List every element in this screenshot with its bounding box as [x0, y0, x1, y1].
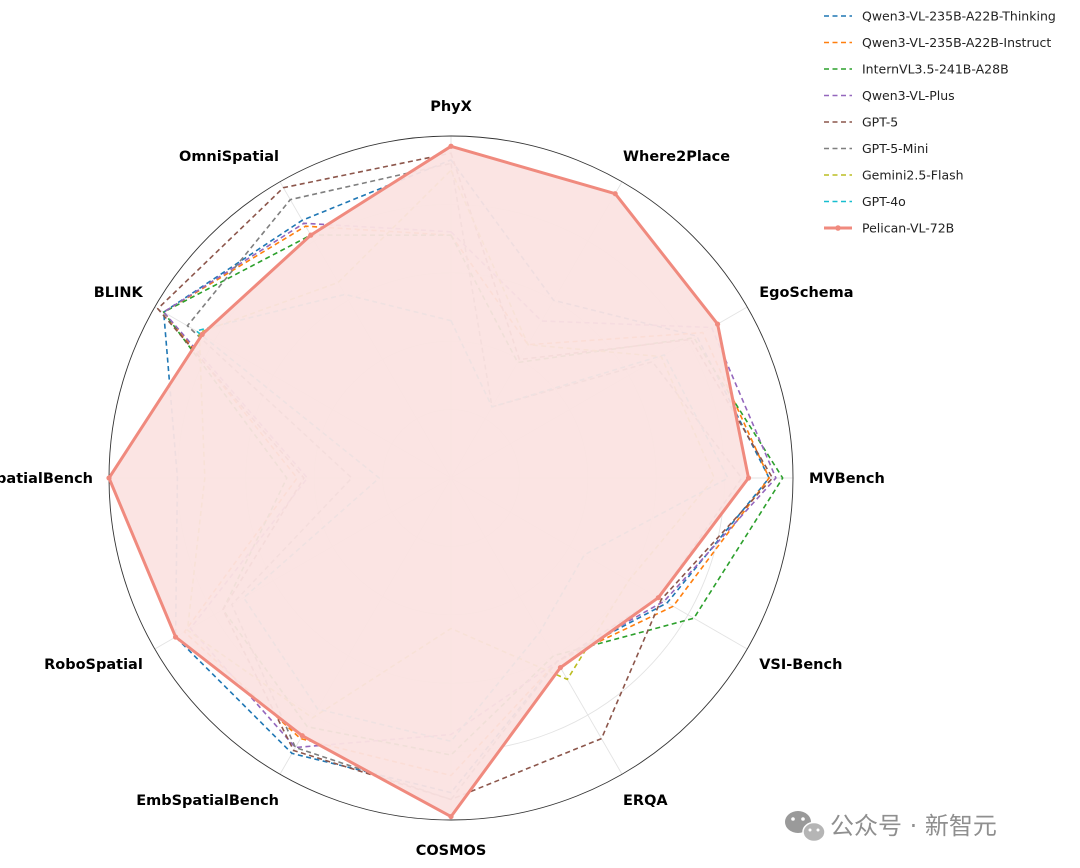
- legend-label: Pelican-VL-72B: [862, 221, 954, 236]
- axis-label: RefSpatialBench: [0, 471, 93, 487]
- legend: Qwen3-VL-235B-A22B-Thinking Qwen3-VL-235B…: [824, 9, 1056, 236]
- legend-label: GPT-5: [862, 115, 898, 130]
- series-point: [745, 475, 752, 481]
- series-area-8: [109, 146, 749, 817]
- series-point: [106, 475, 112, 481]
- series-point: [557, 664, 564, 671]
- series-point: [199, 331, 205, 337]
- axis-label: ERQA: [623, 793, 668, 809]
- legend-label: Qwen3-VL-235B-A22B-Instruct: [862, 35, 1051, 50]
- axis-label: Where2Place: [623, 149, 730, 165]
- watermark-text: 公众号 · 新智元: [830, 812, 997, 840]
- axis-label: VSI-Bench: [759, 657, 842, 673]
- legend-label: GPT-4o: [862, 194, 906, 209]
- legend-label: GPT-5-Mini: [862, 141, 928, 156]
- axis-label: RoboSpatial: [44, 657, 143, 673]
- axis-label: MVBench: [809, 471, 885, 487]
- axis-label: PhyX: [430, 99, 472, 115]
- legend-label: InternVL3.5-241B-A28B: [862, 62, 1009, 77]
- legend-label: Gemini2.5-Flash: [862, 168, 964, 183]
- series-point: [714, 321, 721, 327]
- axis-label: BLINK: [94, 285, 144, 301]
- series-point: [448, 813, 454, 820]
- series-point: [448, 143, 454, 149]
- series-point: [299, 733, 305, 739]
- axis-labels: PhyX Where2Place EgoSchema MVBench VSI-Bench…: [0, 99, 885, 859]
- axis-label: OmniSpatial: [179, 149, 279, 165]
- legend-label: Qwen3-VL-235B-A22B-Thinking: [862, 9, 1056, 24]
- series-line-2: [162, 234, 784, 756]
- series-point: [172, 634, 179, 640]
- series-line-5: [186, 162, 743, 801]
- series-point: [612, 191, 618, 197]
- axis-label: COSMOS: [416, 843, 487, 859]
- wechat-icon: [785, 811, 826, 843]
- axis-label: EmbSpatialBench: [136, 793, 279, 809]
- legend-marker: [835, 225, 841, 231]
- series-point: [655, 595, 661, 601]
- axis-label: EgoSchema: [759, 285, 853, 301]
- radar-series: [106, 143, 784, 820]
- series-point: [308, 232, 314, 238]
- legend-label: Qwen3-VL-Plus: [862, 88, 955, 103]
- watermark: 公众号 · 新智元: [785, 811, 997, 843]
